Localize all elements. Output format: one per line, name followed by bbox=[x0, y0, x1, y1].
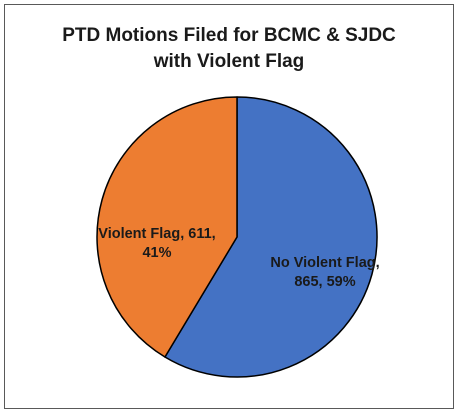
slice-label-violent-flag-line-1: Violent Flag, 611, bbox=[98, 226, 216, 242]
chart-title-line-1: PTD Motions Filed for BCMC & SJDC bbox=[62, 25, 396, 46]
chart-title: PTD Motions Filed for BCMC & SJDC with V… bbox=[5, 23, 453, 75]
pie-slice-violent-flag bbox=[96, 96, 238, 358]
chart-title-line-2: with Violent Flag bbox=[153, 51, 305, 72]
slice-label-no-violent-flag-line-2: 865, 59% bbox=[294, 274, 356, 290]
pie-slice-no-violent-flag bbox=[164, 96, 378, 378]
slice-label-violent-flag: Violent Flag, 611, 41% bbox=[82, 225, 232, 263]
slice-label-no-violent-flag-line-1: No Violent Flag, bbox=[270, 255, 380, 271]
slice-label-violent-flag-line-2: 41% bbox=[142, 245, 172, 261]
slice-label-no-violent-flag: No Violent Flag, 865, 59% bbox=[250, 254, 400, 292]
